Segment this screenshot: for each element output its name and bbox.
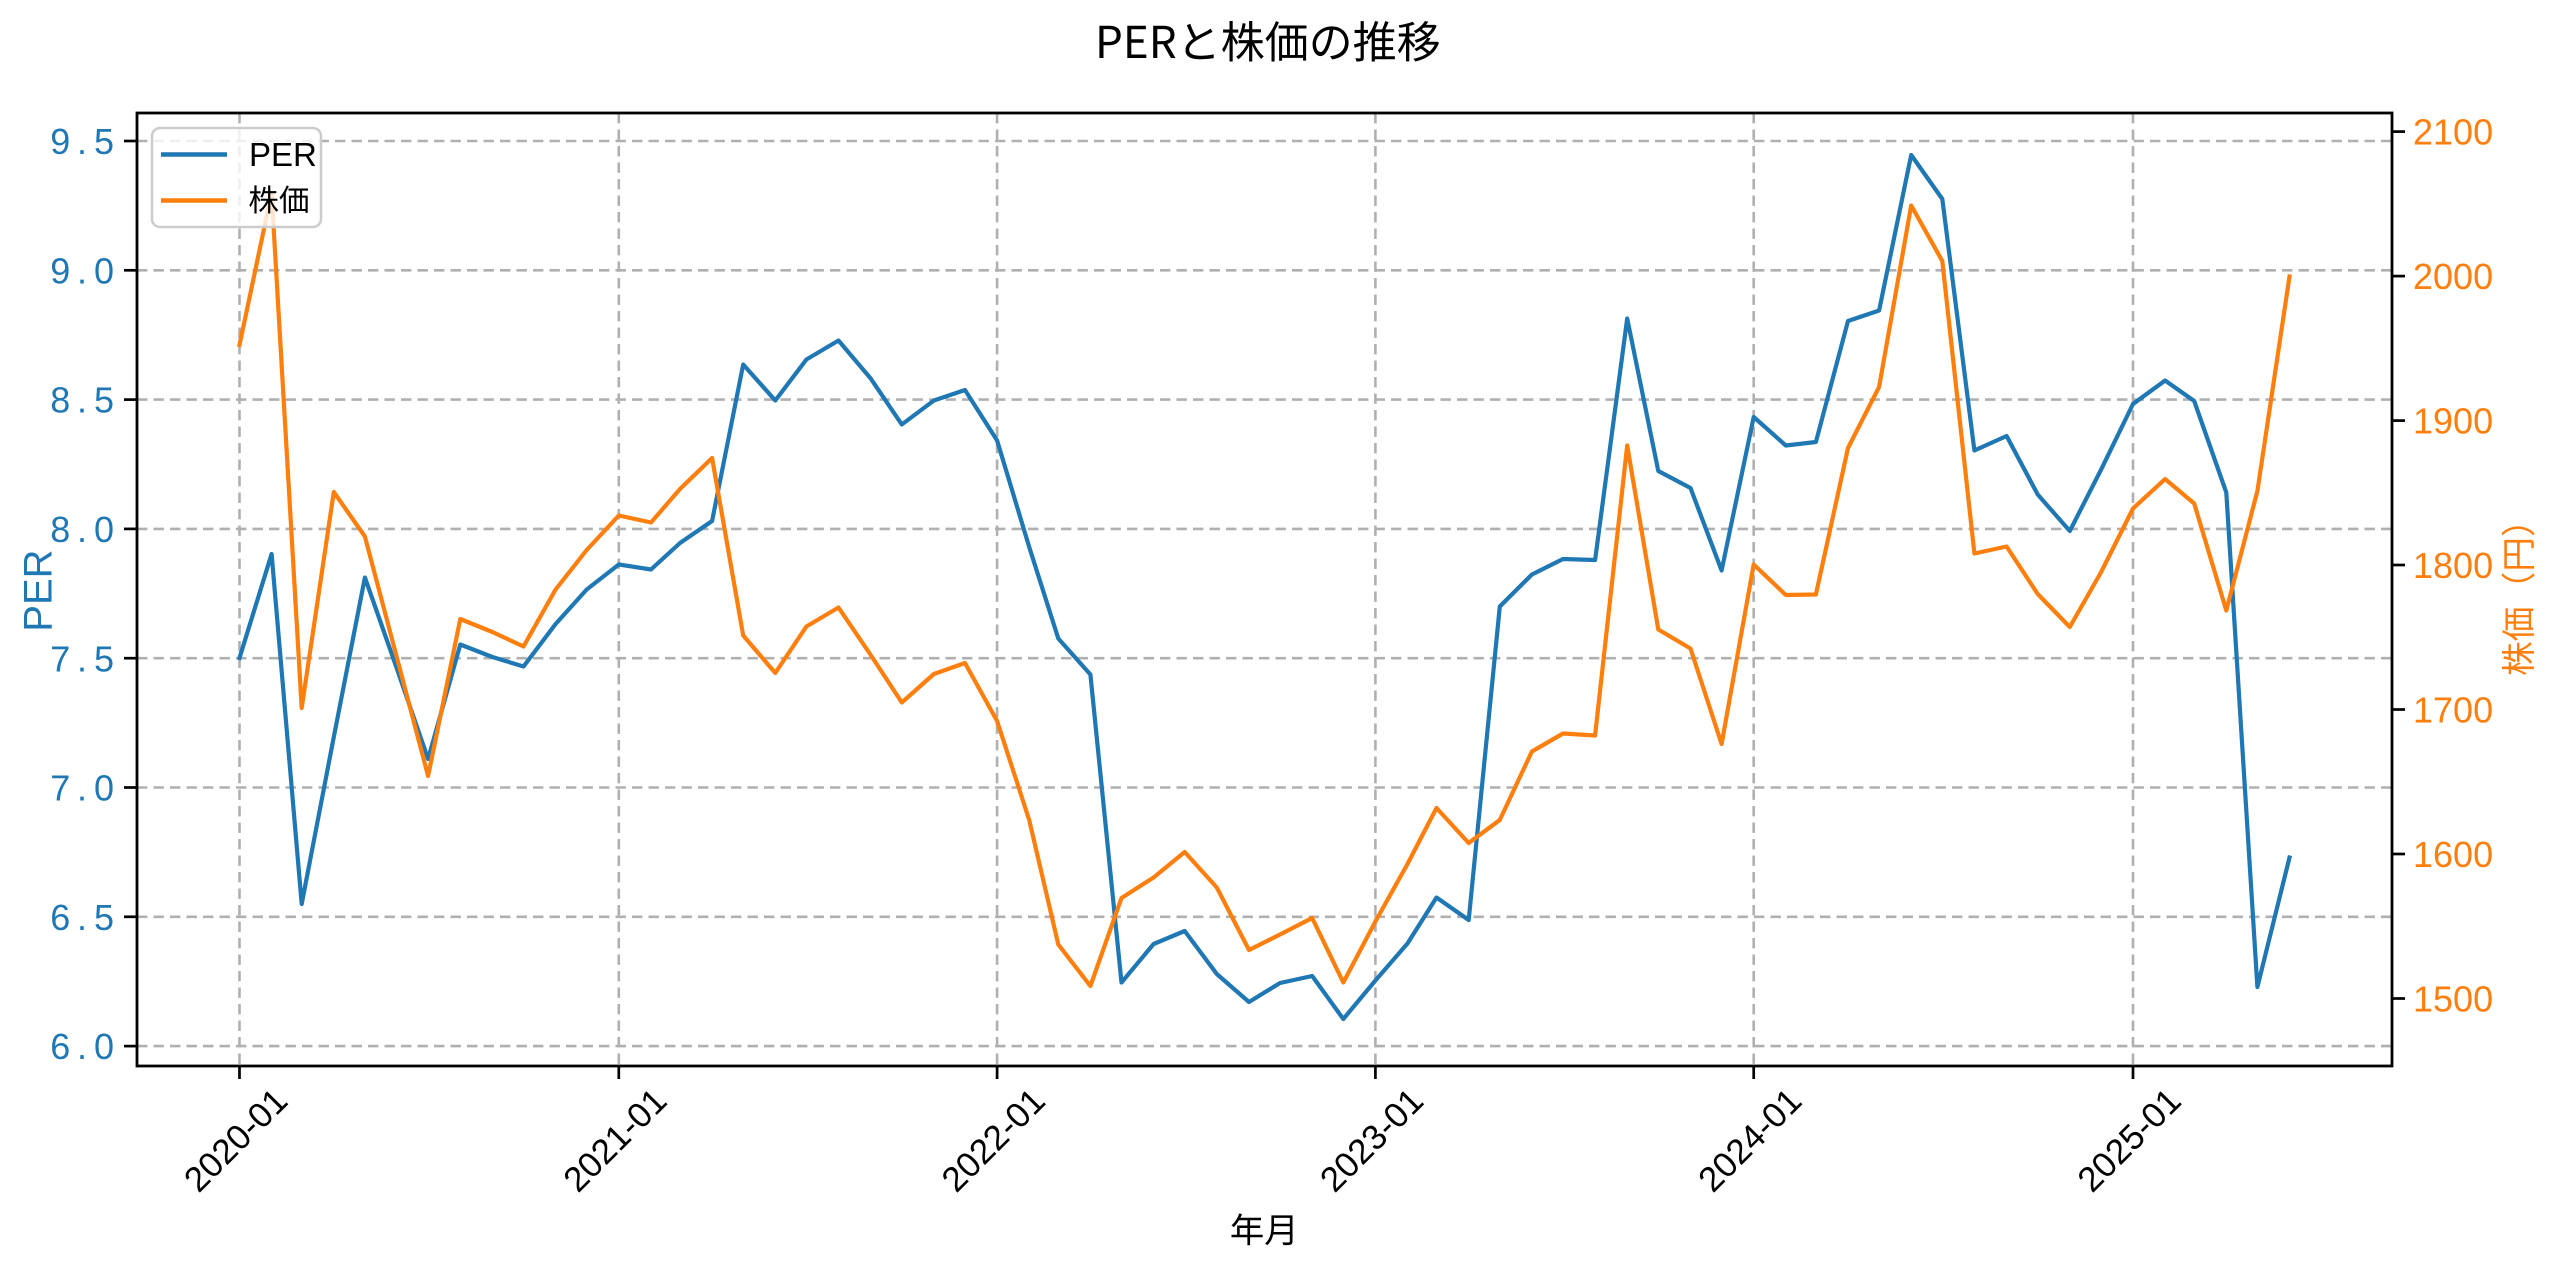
svg-text:5: 5 <box>94 897 114 938</box>
svg-text:7: 7 <box>50 768 70 809</box>
svg-text:5: 5 <box>94 638 114 679</box>
svg-text:.: . <box>77 121 87 162</box>
svg-text:.: . <box>77 380 87 421</box>
svg-text:.: . <box>77 250 87 291</box>
svg-text:1600: 1600 <box>2413 834 2493 875</box>
svg-text:PER: PER <box>249 136 317 173</box>
svg-text:1500: 1500 <box>2413 979 2493 1020</box>
svg-text:.: . <box>77 1026 87 1067</box>
svg-text:.: . <box>77 509 87 550</box>
svg-text:5: 5 <box>94 380 114 421</box>
svg-text:0: 0 <box>94 1026 114 1067</box>
svg-text:7: 7 <box>50 638 70 679</box>
svg-text:0: 0 <box>94 768 114 809</box>
svg-text:.: . <box>77 897 87 938</box>
svg-text:PER: PER <box>17 549 61 631</box>
svg-text:8: 8 <box>50 509 70 550</box>
svg-text:0: 0 <box>94 250 114 291</box>
svg-text:6: 6 <box>50 1026 70 1067</box>
svg-text:.: . <box>77 638 87 679</box>
svg-text:1900: 1900 <box>2413 401 2493 442</box>
svg-text:1800: 1800 <box>2413 545 2493 586</box>
svg-text:9: 9 <box>50 121 70 162</box>
svg-text:9: 9 <box>50 250 70 291</box>
svg-text:1700: 1700 <box>2413 690 2493 731</box>
svg-text:8: 8 <box>50 380 70 421</box>
svg-text:5: 5 <box>94 121 114 162</box>
svg-text:6: 6 <box>50 897 70 938</box>
svg-text:2000: 2000 <box>2413 256 2493 297</box>
svg-text:.: . <box>77 768 87 809</box>
svg-text:2100: 2100 <box>2413 112 2493 153</box>
svg-text:0: 0 <box>94 509 114 550</box>
